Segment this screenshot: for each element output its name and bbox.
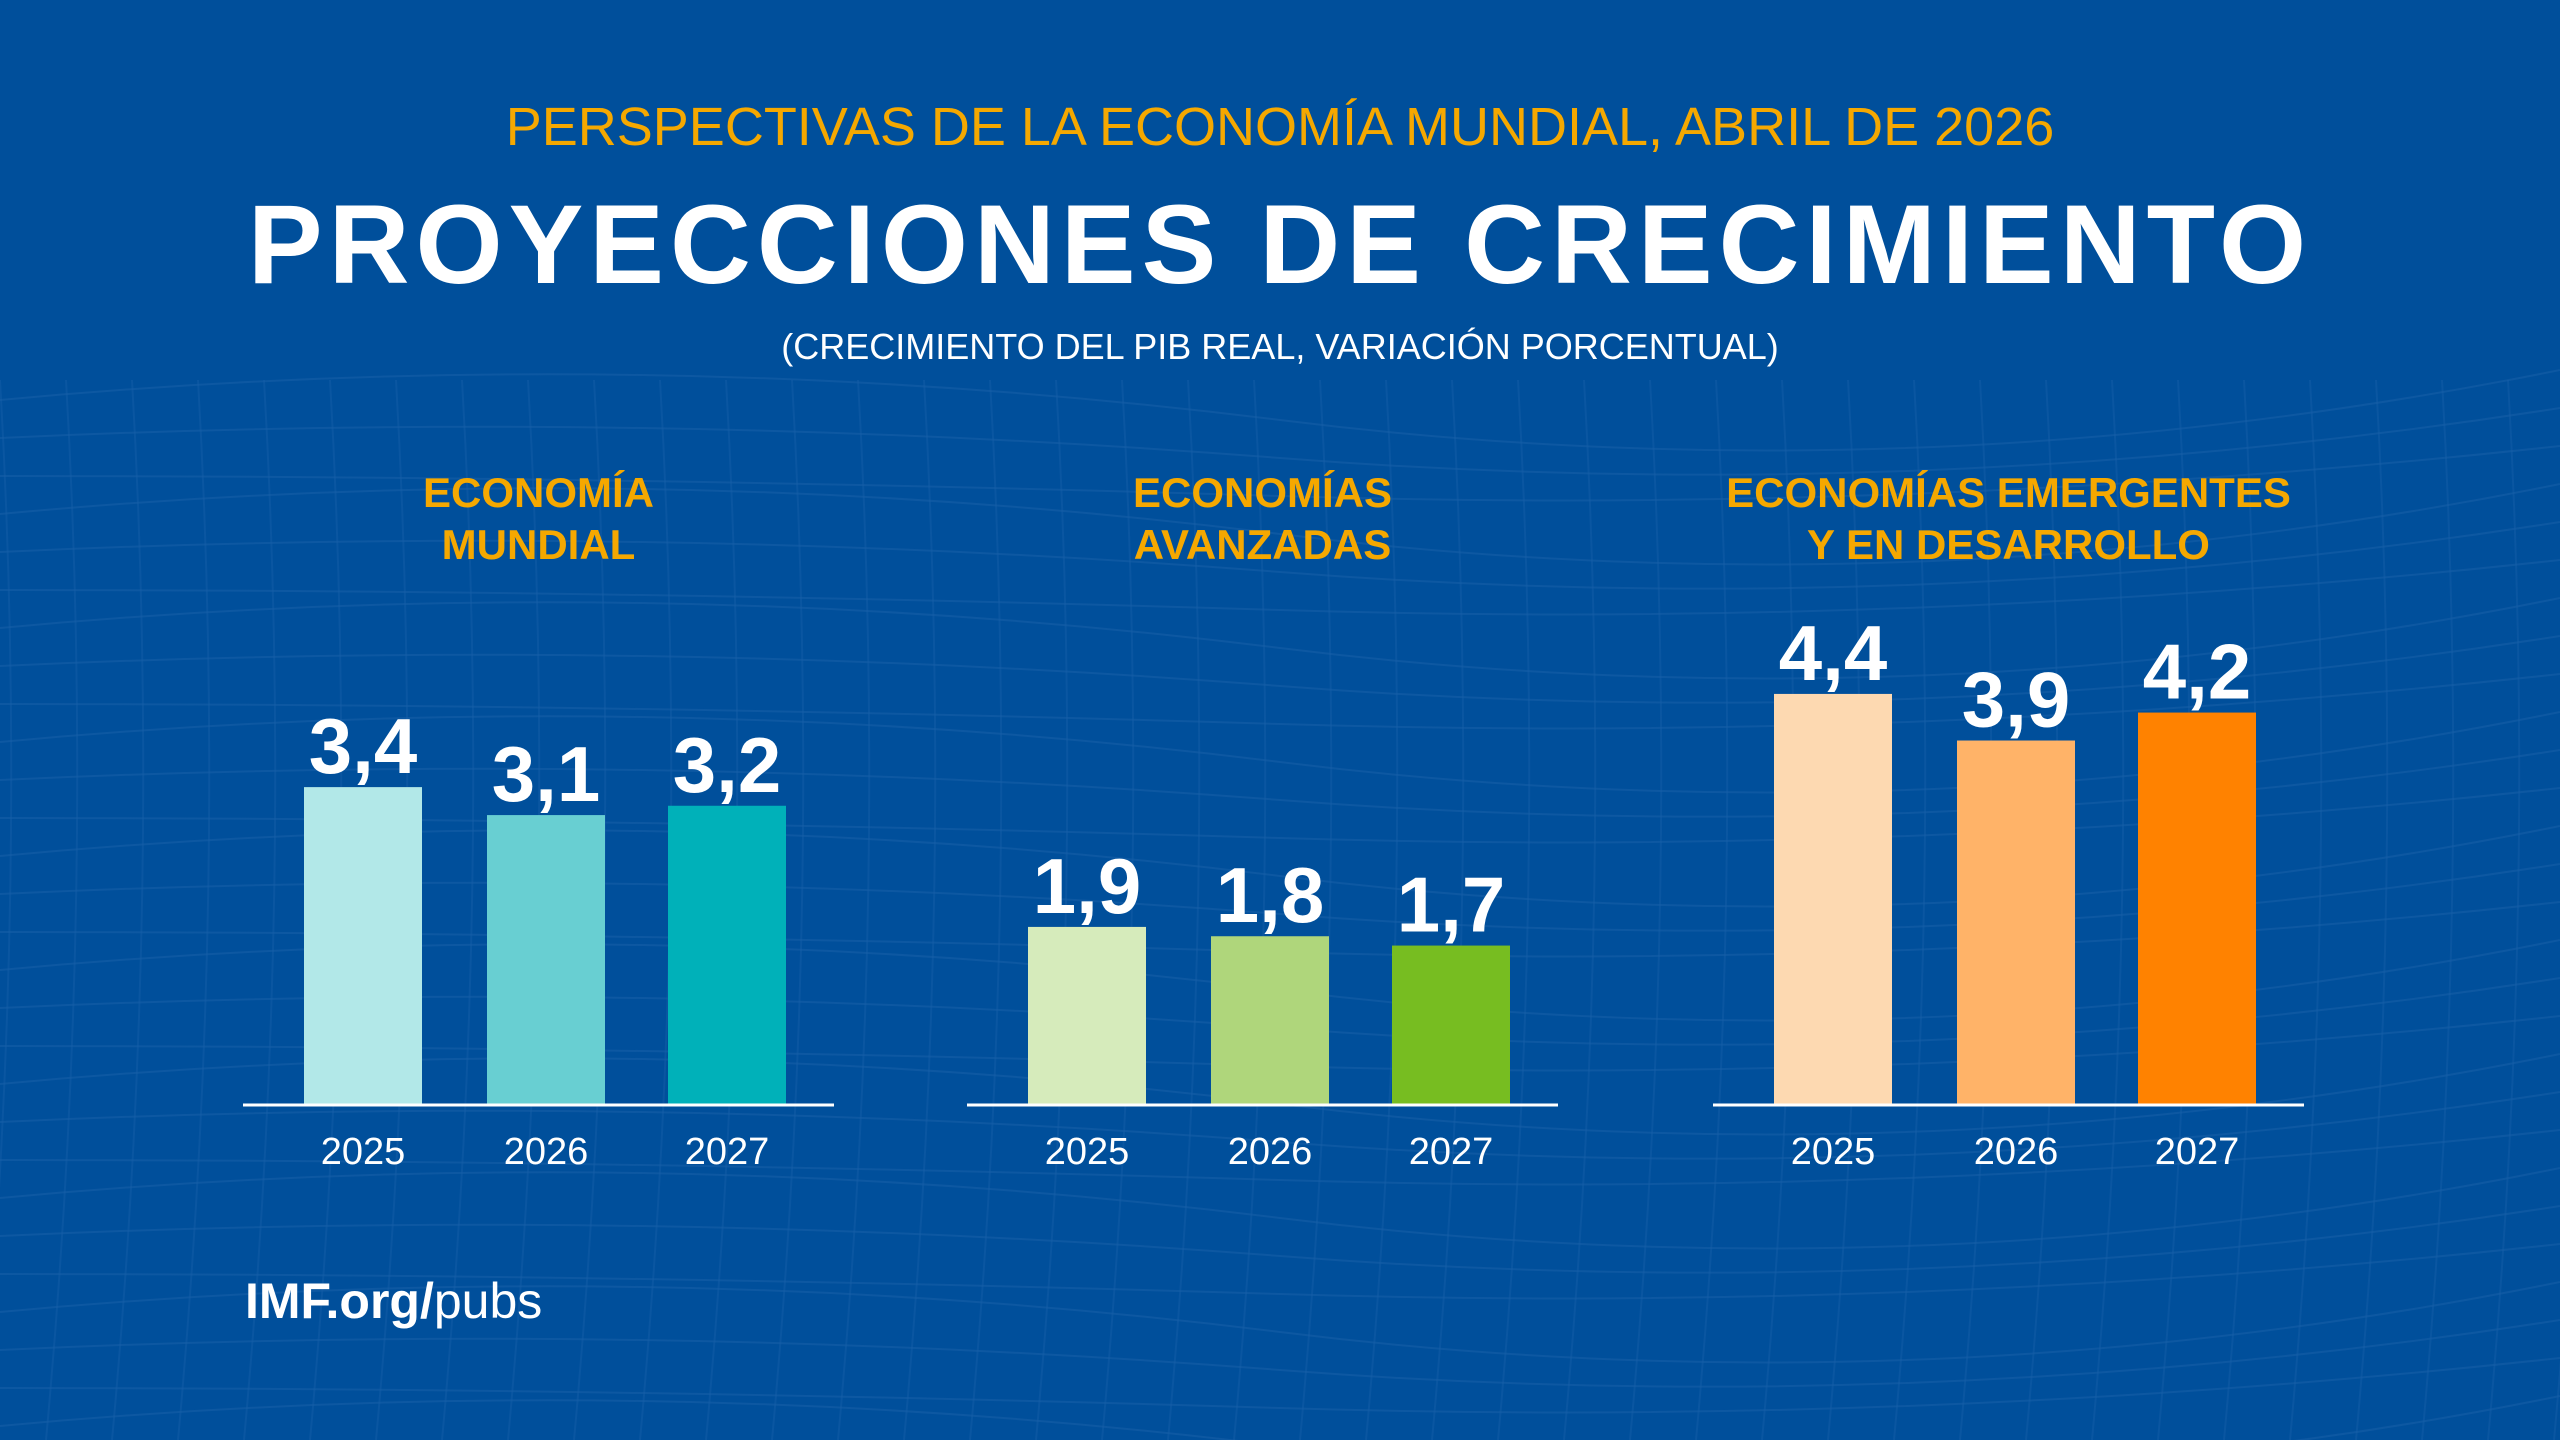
x-tick-label: 2025 [321,1131,406,1173]
x-tick-label: 2025 [1045,1131,1130,1173]
data-label: 1,8 [1216,851,1324,939]
panel-title: ECONOMÍA [423,469,654,516]
mesh-line [1629,379,1663,1440]
bar [1211,936,1329,1104]
mesh-line [0,1357,2560,1414]
mesh-line [0,483,2560,566]
mesh-line [0,407,2560,476]
chart-panel: ECONOMÍAS AVANZADAS 1,9 2025 1,8 2026 1,7 2027 [967,469,1558,1173]
mesh-line [2487,379,2521,1440]
bar [2138,712,2256,1104]
chart-panel: ECONOMÍAS EMERGENTES Y EN DESARROLLO 4,4 20… [1713,469,2304,1173]
mesh-line [0,1205,2560,1274]
mesh-line [0,597,2560,680]
mesh-line [0,521,2560,590]
mesh-line [0,379,13,1189]
x-tick-label: 2025 [1791,1131,1876,1173]
mesh-line [243,379,277,1440]
mesh-line [441,379,475,1440]
x-tick-label: 2026 [504,1131,589,1173]
mesh-line [2355,379,2389,1440]
bar [1957,740,2075,1104]
chart-panel: ECONOMÍA MUNDIAL 3,4 2025 3,1 2026 3,2 2027 [243,469,834,1173]
mesh-line [177,379,211,1440]
bar [668,805,786,1104]
footer-path: pubs [433,1273,543,1329]
x-tick-label: 2026 [1974,1131,2059,1173]
bar [304,787,422,1104]
page-subtitle: (CRECIMIENTO DEL PIB REAL, VARIACIÓN POR… [781,326,1779,367]
bar [1392,945,1510,1104]
data-label: 3,1 [492,730,600,818]
mesh-line [1893,379,1927,1440]
data-label: 3,2 [673,721,781,809]
footer-link[interactable]: IMF.org/pubs [245,1272,542,1330]
mesh-line [2091,379,2125,1440]
bar [487,815,605,1104]
mesh-line [0,1395,2560,1440]
data-label: 3,4 [309,702,417,790]
data-label: 1,9 [1033,842,1141,930]
report-kicker: PERSPECTIVAS DE LA ECONOMÍA MUNDIAL, ABR… [505,97,2055,157]
page-title: PROYECCIONES DE CRECIMIENTO [247,182,2313,307]
x-tick-label: 2026 [1228,1131,1313,1173]
mesh-line [0,673,2560,730]
x-tick-label: 2027 [2155,1131,2240,1173]
data-label: 3,9 [1962,656,2070,744]
mesh-line [1365,379,1399,1440]
mesh-line [969,379,1003,1440]
footer-domain: IMF.org/ [245,1273,434,1329]
panel-title: MUNDIAL [442,521,636,568]
bar [1774,693,1892,1104]
mesh-line [903,379,937,1440]
mesh-line [0,1243,2560,1300]
mesh-line [1299,379,1333,1440]
mesh-line [1563,379,1597,1440]
data-label: 4,2 [2143,628,2251,716]
mesh-line [1431,379,1465,1440]
mesh-line [0,1281,2560,1364]
data-label: 1,7 [1397,861,1505,949]
x-tick-label: 2027 [1409,1131,1494,1173]
panel-title: AVANZADAS [1134,521,1391,568]
mesh-line [1035,379,1069,1440]
mesh-line [0,1129,2560,1186]
data-label: 4,4 [1779,609,1887,697]
mesh-line [837,379,871,1440]
mesh-line [2421,379,2455,1440]
mesh-line [0,1167,2560,1250]
mesh-line [1167,379,1201,1440]
mesh-line [771,379,805,1440]
panel-title: Y EN DESARROLLO [1807,521,2210,568]
mesh-line [1101,379,1135,1440]
mesh-line [0,1319,2560,1388]
mesh-line [1695,379,1729,1440]
mesh-line [1233,379,1267,1440]
bar [1028,926,1146,1104]
panel-title: ECONOMÍAS [1133,469,1392,516]
mesh-line [0,635,2560,704]
mesh-line [111,379,145,1440]
mesh-line [0,1091,2560,1160]
mesh-line [45,379,79,1440]
mesh-line [0,445,2560,502]
x-tick-label: 2027 [685,1131,770,1173]
panel-title: ECONOMÍAS EMERGENTES [1726,469,2291,516]
mesh-line [0,559,2560,616]
mesh-line [0,369,2560,452]
mesh-line [2289,379,2323,1440]
mesh-line [1497,379,1531,1440]
